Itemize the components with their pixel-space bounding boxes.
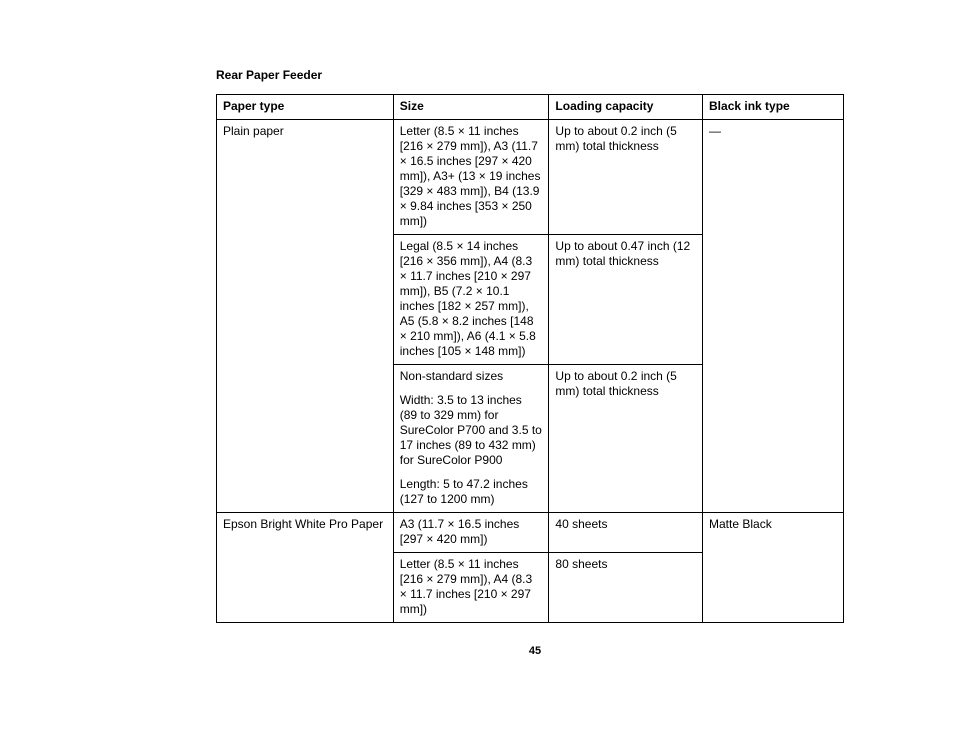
cell-capacity: 40 sheets [549, 513, 703, 553]
col-black-ink-type: Black ink type [703, 95, 844, 120]
size-line: Width: 3.5 to 13 inches (89 to 329 mm) f… [400, 393, 543, 468]
cell-capacity: Up to about 0.2 inch (5 mm) total thickn… [549, 365, 703, 513]
cell-ink: Matte Black [703, 513, 844, 623]
col-loading-capacity: Loading capacity [549, 95, 703, 120]
cell-paper-type: Plain paper [217, 120, 394, 513]
cell-capacity: Up to about 0.2 inch (5 mm) total thickn… [549, 120, 703, 235]
col-size: Size [393, 95, 549, 120]
document-page: Rear Paper Feeder Paper type Size Loadin… [0, 0, 954, 657]
cell-size: Legal (8.5 × 14 inches [216 × 356 mm]), … [393, 235, 549, 365]
table-row: Plain paper Letter (8.5 × 11 inches [216… [217, 120, 844, 235]
cell-size: A3 (11.7 × 16.5 inches [297 × 420 mm]) [393, 513, 549, 553]
col-paper-type: Paper type [217, 95, 394, 120]
section-title: Rear Paper Feeder [216, 68, 854, 82]
paper-spec-table: Paper type Size Loading capacity Black i… [216, 94, 844, 623]
size-line: Non-standard sizes [400, 369, 543, 384]
table-row: Epson Bright White Pro Paper A3 (11.7 × … [217, 513, 844, 553]
page-number: 45 [216, 645, 854, 657]
size-line: Length: 5 to 47.2 inches (127 to 1200 mm… [400, 477, 543, 507]
cell-paper-type: Epson Bright White Pro Paper [217, 513, 394, 623]
cell-size: Letter (8.5 × 11 inches [216 × 279 mm]),… [393, 120, 549, 235]
cell-capacity: 80 sheets [549, 553, 703, 623]
cell-ink: — [703, 120, 844, 513]
cell-size: Letter (8.5 × 11 inches [216 × 279 mm]),… [393, 553, 549, 623]
cell-size: Non-standard sizes Width: 3.5 to 13 inch… [393, 365, 549, 513]
table-header-row: Paper type Size Loading capacity Black i… [217, 95, 844, 120]
cell-capacity: Up to about 0.47 inch (12 mm) total thic… [549, 235, 703, 365]
